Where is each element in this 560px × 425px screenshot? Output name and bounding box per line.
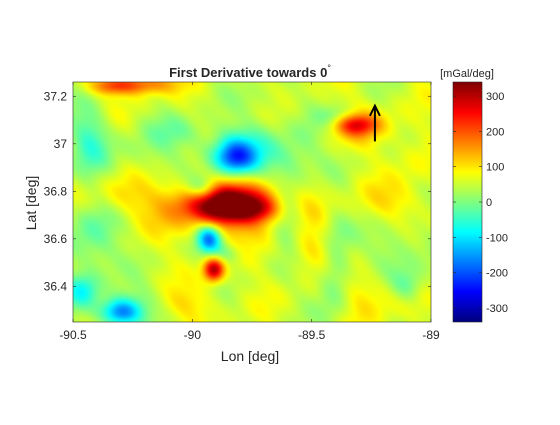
- x-tick-label: -90.5: [59, 328, 87, 342]
- x-tick-label: -89.5: [298, 328, 326, 342]
- y-axis-label: Lat [deg]: [23, 176, 39, 231]
- colorbar-tick-label: 200: [486, 126, 504, 138]
- colorbar: -300 -200 -100 0 100 200 300 [mGal/deg]: [440, 68, 508, 323]
- x-axis-label: Lon [deg]: [221, 348, 279, 364]
- y-tick-label: 36.8: [44, 184, 68, 198]
- north-arrow: [369, 103, 381, 142]
- heatmap-image: [73, 82, 431, 322]
- colorbar-gradient: [453, 82, 482, 322]
- colorbar-tick-label: 300: [486, 91, 504, 103]
- colorbar-tick-label: -300: [486, 303, 508, 315]
- colorbar-tick-label: 100: [486, 162, 504, 174]
- y-tick-label: 37.2: [44, 89, 68, 103]
- chart-title-superscript: °: [327, 63, 331, 73]
- colorbar-ticks: -300 -200 -100 0 100 200 300: [453, 91, 508, 315]
- colorbar-label: [mGal/deg]: [440, 68, 494, 80]
- chart-title-text: First Derivative towards 0: [169, 65, 327, 80]
- chart-title: First Derivative towards 0°: [169, 63, 331, 80]
- x-tick-label: -89: [422, 328, 440, 342]
- y-tick-label: 36.6: [44, 232, 68, 246]
- y-axis: 36.4 36.6 36.8 37 37.2: [44, 89, 431, 293]
- colorbar-tick-label: 0: [486, 197, 492, 209]
- y-tick-label: 36.4: [44, 279, 68, 293]
- plot-frame: [72, 81, 432, 323]
- heatmap-plot: -90.5 -90 -89.5 -89 36.4 36.6 36.8 37 37.2: [44, 81, 440, 342]
- x-axis: -90.5 -90 -89.5 -89: [59, 82, 440, 342]
- colorbar-tick-label: -200: [486, 268, 508, 280]
- y-tick-label: 37: [54, 137, 68, 151]
- x-tick-label: -90: [184, 328, 202, 342]
- colorbar-tick-label: -100: [486, 232, 508, 244]
- arrow-head: [369, 103, 381, 117]
